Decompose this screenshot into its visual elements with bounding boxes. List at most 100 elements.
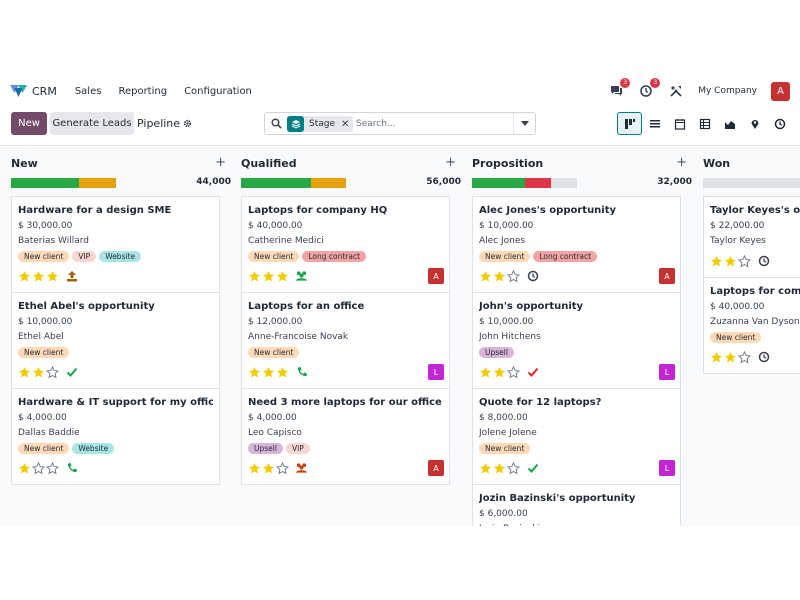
gear-icon[interactable] xyxy=(183,119,192,128)
card-title[interactable]: Laptops for company HQ xyxy=(248,205,388,216)
card-title[interactable]: Need 3 more laptops for our office xyxy=(248,397,442,408)
progress-segment[interactable] xyxy=(525,178,551,188)
column-progress-bar[interactable] xyxy=(472,178,577,188)
star-filled-icon[interactable] xyxy=(262,366,275,379)
progress-segment[interactable] xyxy=(311,178,346,188)
priority-stars[interactable] xyxy=(479,269,520,283)
add-card-icon[interactable]: + xyxy=(676,155,687,170)
star-filled-icon[interactable] xyxy=(479,462,492,475)
star-empty-icon[interactable] xyxy=(46,461,59,475)
pivot-view-button[interactable] xyxy=(692,112,717,135)
star-empty-icon[interactable] xyxy=(507,365,520,379)
star-empty-icon[interactable] xyxy=(32,461,45,475)
owner-avatar[interactable]: A xyxy=(428,268,444,284)
card-title[interactable]: Jozin Bazinski's opportunity xyxy=(479,493,636,504)
star-filled-icon[interactable] xyxy=(276,270,289,283)
star-filled-icon[interactable] xyxy=(493,462,506,475)
messages-button[interactable]: 3 xyxy=(608,78,631,99)
column-progress-bar[interactable] xyxy=(241,178,346,188)
star-filled-icon[interactable] xyxy=(724,351,737,364)
star-filled-icon[interactable] xyxy=(262,462,275,475)
priority-stars[interactable] xyxy=(710,350,751,364)
progress-segment[interactable] xyxy=(703,178,800,188)
search-options-toggle[interactable] xyxy=(513,113,535,134)
priority-stars[interactable] xyxy=(18,270,59,283)
card-title[interactable]: John's opportunity xyxy=(479,301,584,312)
star-empty-icon[interactable] xyxy=(276,461,289,475)
star-filled-icon[interactable] xyxy=(493,270,506,283)
opportunity-card[interactable]: Quote for 12 laptops? $ 8,000.00 Jolene Jo… xyxy=(473,389,680,485)
priority-stars[interactable] xyxy=(18,461,59,475)
card-title[interactable]: Taylor Keyes's opportunity xyxy=(710,205,800,216)
star-filled-icon[interactable] xyxy=(46,270,59,283)
menu-configuration[interactable]: Configuration xyxy=(184,85,252,97)
star-filled-icon[interactable] xyxy=(710,351,723,364)
opportunity-card[interactable]: Laptops for company HQ $ 40,000.00 Catheri… xyxy=(242,197,449,293)
star-empty-icon[interactable] xyxy=(507,461,520,475)
progress-segment[interactable] xyxy=(472,178,525,188)
progress-segment[interactable] xyxy=(241,178,311,188)
star-filled-icon[interactable] xyxy=(276,366,289,379)
opportunity-card[interactable]: Hardware for a design SME $ 30,000.00 Bate… xyxy=(12,197,219,293)
list-view-button[interactable] xyxy=(642,112,667,135)
star-filled-icon[interactable] xyxy=(248,366,261,379)
graph-view-button[interactable] xyxy=(717,112,742,135)
owner-avatar[interactable]: L xyxy=(659,364,675,380)
card-title[interactable]: Hardware for a design SME xyxy=(18,205,172,216)
opportunity-card[interactable]: John's opportunity $ 10,000.00 John Hitche… xyxy=(473,293,680,389)
clock-icon[interactable] xyxy=(526,270,539,283)
progress-segment[interactable] xyxy=(79,178,116,188)
users-icon[interactable] xyxy=(295,462,308,475)
check-icon[interactable] xyxy=(526,462,539,475)
clock-icon[interactable] xyxy=(757,351,770,364)
upload-icon[interactable] xyxy=(65,270,78,283)
star-filled-icon[interactable] xyxy=(248,462,261,475)
owner-avatar[interactable]: L xyxy=(428,364,444,380)
priority-stars[interactable] xyxy=(248,461,289,475)
add-card-icon[interactable]: + xyxy=(445,155,456,170)
owner-avatar[interactable]: A xyxy=(659,268,675,284)
users-icon[interactable] xyxy=(295,270,308,283)
opportunity-card[interactable]: Taylor Keyes's opportunity $ 22,000.00 Tay… xyxy=(704,197,800,278)
opportunity-card[interactable]: Laptops for an office $ 12,000.00 Anne-Fra… xyxy=(242,293,449,389)
card-title[interactable]: Laptops for company xyxy=(710,286,800,297)
column-title[interactable]: Won xyxy=(703,157,731,170)
activities-button[interactable]: 3 xyxy=(638,78,661,99)
star-filled-icon[interactable] xyxy=(724,255,737,268)
phone-icon[interactable] xyxy=(65,462,78,475)
star-filled-icon[interactable] xyxy=(479,366,492,379)
kanban-view-button[interactable] xyxy=(617,112,642,135)
opportunity-card[interactable]: Alec Jones's opportunity $ 10,000.00 Alec … xyxy=(473,197,680,293)
app-brand[interactable]: CRM xyxy=(10,85,57,98)
priority-stars[interactable] xyxy=(18,365,59,379)
owner-avatar[interactable]: L xyxy=(659,460,675,476)
menu-sales[interactable]: Sales xyxy=(74,85,102,97)
generate-leads-button[interactable]: Generate Leads xyxy=(50,112,134,135)
clock-icon[interactable] xyxy=(757,255,770,268)
phone-icon[interactable] xyxy=(295,366,308,379)
opportunity-card[interactable]: Jozin Bazinski's opportunity $ 6,000.00 Jo… xyxy=(473,485,680,526)
column-title[interactable]: Qualified xyxy=(241,157,297,170)
star-empty-icon[interactable] xyxy=(46,365,59,379)
add-card-icon[interactable]: + xyxy=(215,155,226,170)
priority-stars[interactable] xyxy=(248,270,289,283)
progress-segment[interactable] xyxy=(551,178,577,188)
column-progress-bar[interactable] xyxy=(703,178,800,188)
star-empty-icon[interactable] xyxy=(738,350,751,364)
card-title[interactable]: Ethel Abel's opportunity xyxy=(18,301,155,312)
star-filled-icon[interactable] xyxy=(32,270,45,283)
opportunity-card[interactable]: Laptops for company $ 40,000.00 Zuzanna Va… xyxy=(704,278,800,373)
star-filled-icon[interactable] xyxy=(18,366,31,379)
column-progress-bar[interactable] xyxy=(11,178,116,188)
star-filled-icon[interactable] xyxy=(493,366,506,379)
card-title[interactable]: Laptops for an office xyxy=(248,301,365,312)
check-icon[interactable] xyxy=(65,366,78,379)
star-empty-icon[interactable] xyxy=(738,254,751,268)
star-filled-icon[interactable] xyxy=(262,270,275,283)
column-title[interactable]: Proposition xyxy=(472,157,544,170)
company-switcher[interactable]: My Company xyxy=(698,86,757,96)
check-icon[interactable] xyxy=(526,366,539,379)
star-filled-icon[interactable] xyxy=(248,270,261,283)
new-button[interactable]: New xyxy=(11,112,47,135)
search-input[interactable] xyxy=(356,115,506,133)
